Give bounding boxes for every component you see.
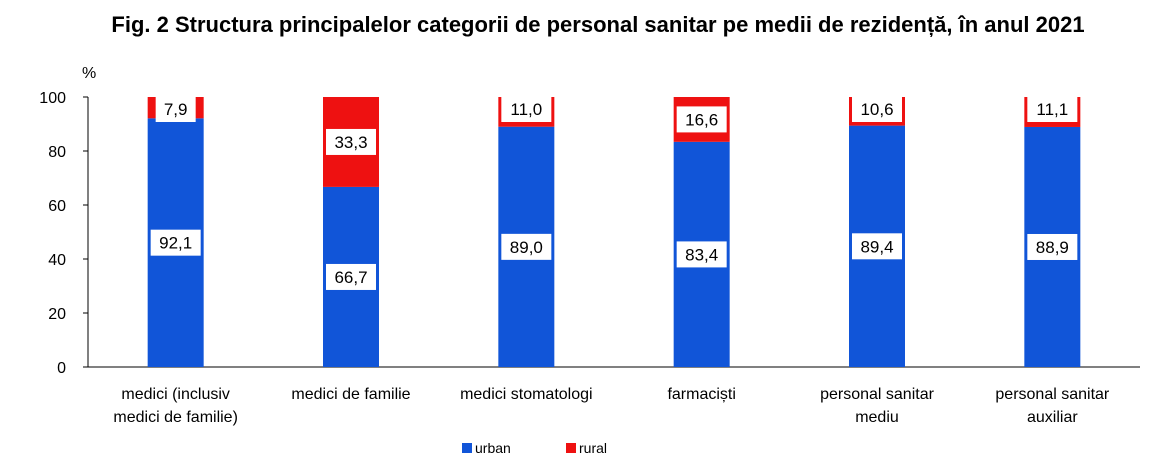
legend-label-urban: urban — [475, 440, 511, 456]
data-label-rural: 7,9 — [155, 96, 196, 122]
data-label-urban-text: 92,1 — [159, 234, 192, 253]
y-tick-label: 0 — [57, 360, 66, 377]
data-label-rural: 16,6 — [676, 106, 727, 133]
y-tick-label: 60 — [48, 198, 66, 215]
bars — [147, 97, 1081, 368]
data-label-urban-box — [501, 233, 552, 260]
data-label-urban-text: 83,4 — [685, 245, 718, 264]
data-label-rural: 11,1 — [1027, 96, 1078, 122]
x-category-label: medici stomatologi — [460, 386, 593, 403]
data-label-rural-text: 10,6 — [860, 100, 893, 119]
data-label-rural: 11,0 — [501, 96, 552, 122]
data-label-rural-text: 11,0 — [510, 100, 542, 119]
legend-label-rural: rural — [579, 440, 607, 456]
y-tick-label: 40 — [48, 252, 66, 269]
data-label-rural: 10,6 — [852, 96, 902, 122]
x-category-label: medici de familie — [291, 386, 410, 403]
data-label-urban-text: 66,7 — [334, 268, 367, 287]
data-label-urban-box — [852, 233, 902, 260]
data-label-urban-box — [676, 241, 727, 268]
data-label-urban: 88,9 — [1027, 233, 1078, 260]
data-label-urban: 92,1 — [150, 229, 201, 256]
data-label-urban-box — [1027, 233, 1078, 260]
y-tick-label: 20 — [48, 306, 66, 323]
x-category-label: farmaciști — [667, 386, 735, 403]
data-label-urban: 66,7 — [326, 263, 376, 290]
data-label-urban-text: 89,0 — [510, 238, 543, 257]
data-label-rural-box — [326, 128, 376, 155]
data-label-urban-box — [326, 263, 376, 290]
data-label-urban: 89,4 — [852, 233, 902, 260]
data-label-rural-box — [852, 96, 902, 122]
y-axis-unit-label: % — [82, 65, 96, 82]
x-category-label: personal sanitar auxiliar — [995, 386, 1110, 426]
data-label-urban: 89,0 — [501, 233, 552, 260]
legend: urban rural — [462, 440, 607, 456]
data-label-urban-text: 88,9 — [1036, 238, 1069, 257]
data-label-rural-text: 11,1 — [1036, 100, 1068, 119]
x-category-label: personal sanitar mediu — [820, 386, 935, 426]
axes: % 0 20 40 60 80 100 medici (inclusiv medici de f… — [39, 65, 1140, 426]
data-label-rural-box — [501, 96, 552, 122]
y-tick-label: 80 — [48, 144, 66, 161]
data-label-urban: 83,4 — [676, 241, 727, 268]
data-label-rural-text: 33,3 — [334, 133, 367, 152]
x-category-label: medici (inclusiv medici de familie) — [113, 386, 237, 426]
data-label-urban-text: 89,4 — [860, 237, 893, 256]
data-label-rural-text: 7,9 — [164, 100, 188, 119]
data-label-urban-box — [150, 229, 201, 256]
y-tick-label: 100 — [39, 90, 66, 107]
data-label-rural-box — [676, 106, 727, 133]
data-label-rural-box — [155, 96, 196, 122]
chart-title: Fig. 2 Structura principalelor categorii… — [111, 12, 1085, 37]
legend-swatch-urban — [462, 443, 472, 453]
legend-swatch-rural — [566, 443, 576, 453]
data-label-rural-text: 16,6 — [685, 110, 718, 129]
data-label-rural-box — [1027, 96, 1078, 122]
data-labels: 92,1 7,9 66,7 33,3 89,0 11,0 83,4 16,6 89,4 10,6 8… — [150, 96, 1078, 290]
data-label-rural: 33,3 — [326, 128, 376, 155]
